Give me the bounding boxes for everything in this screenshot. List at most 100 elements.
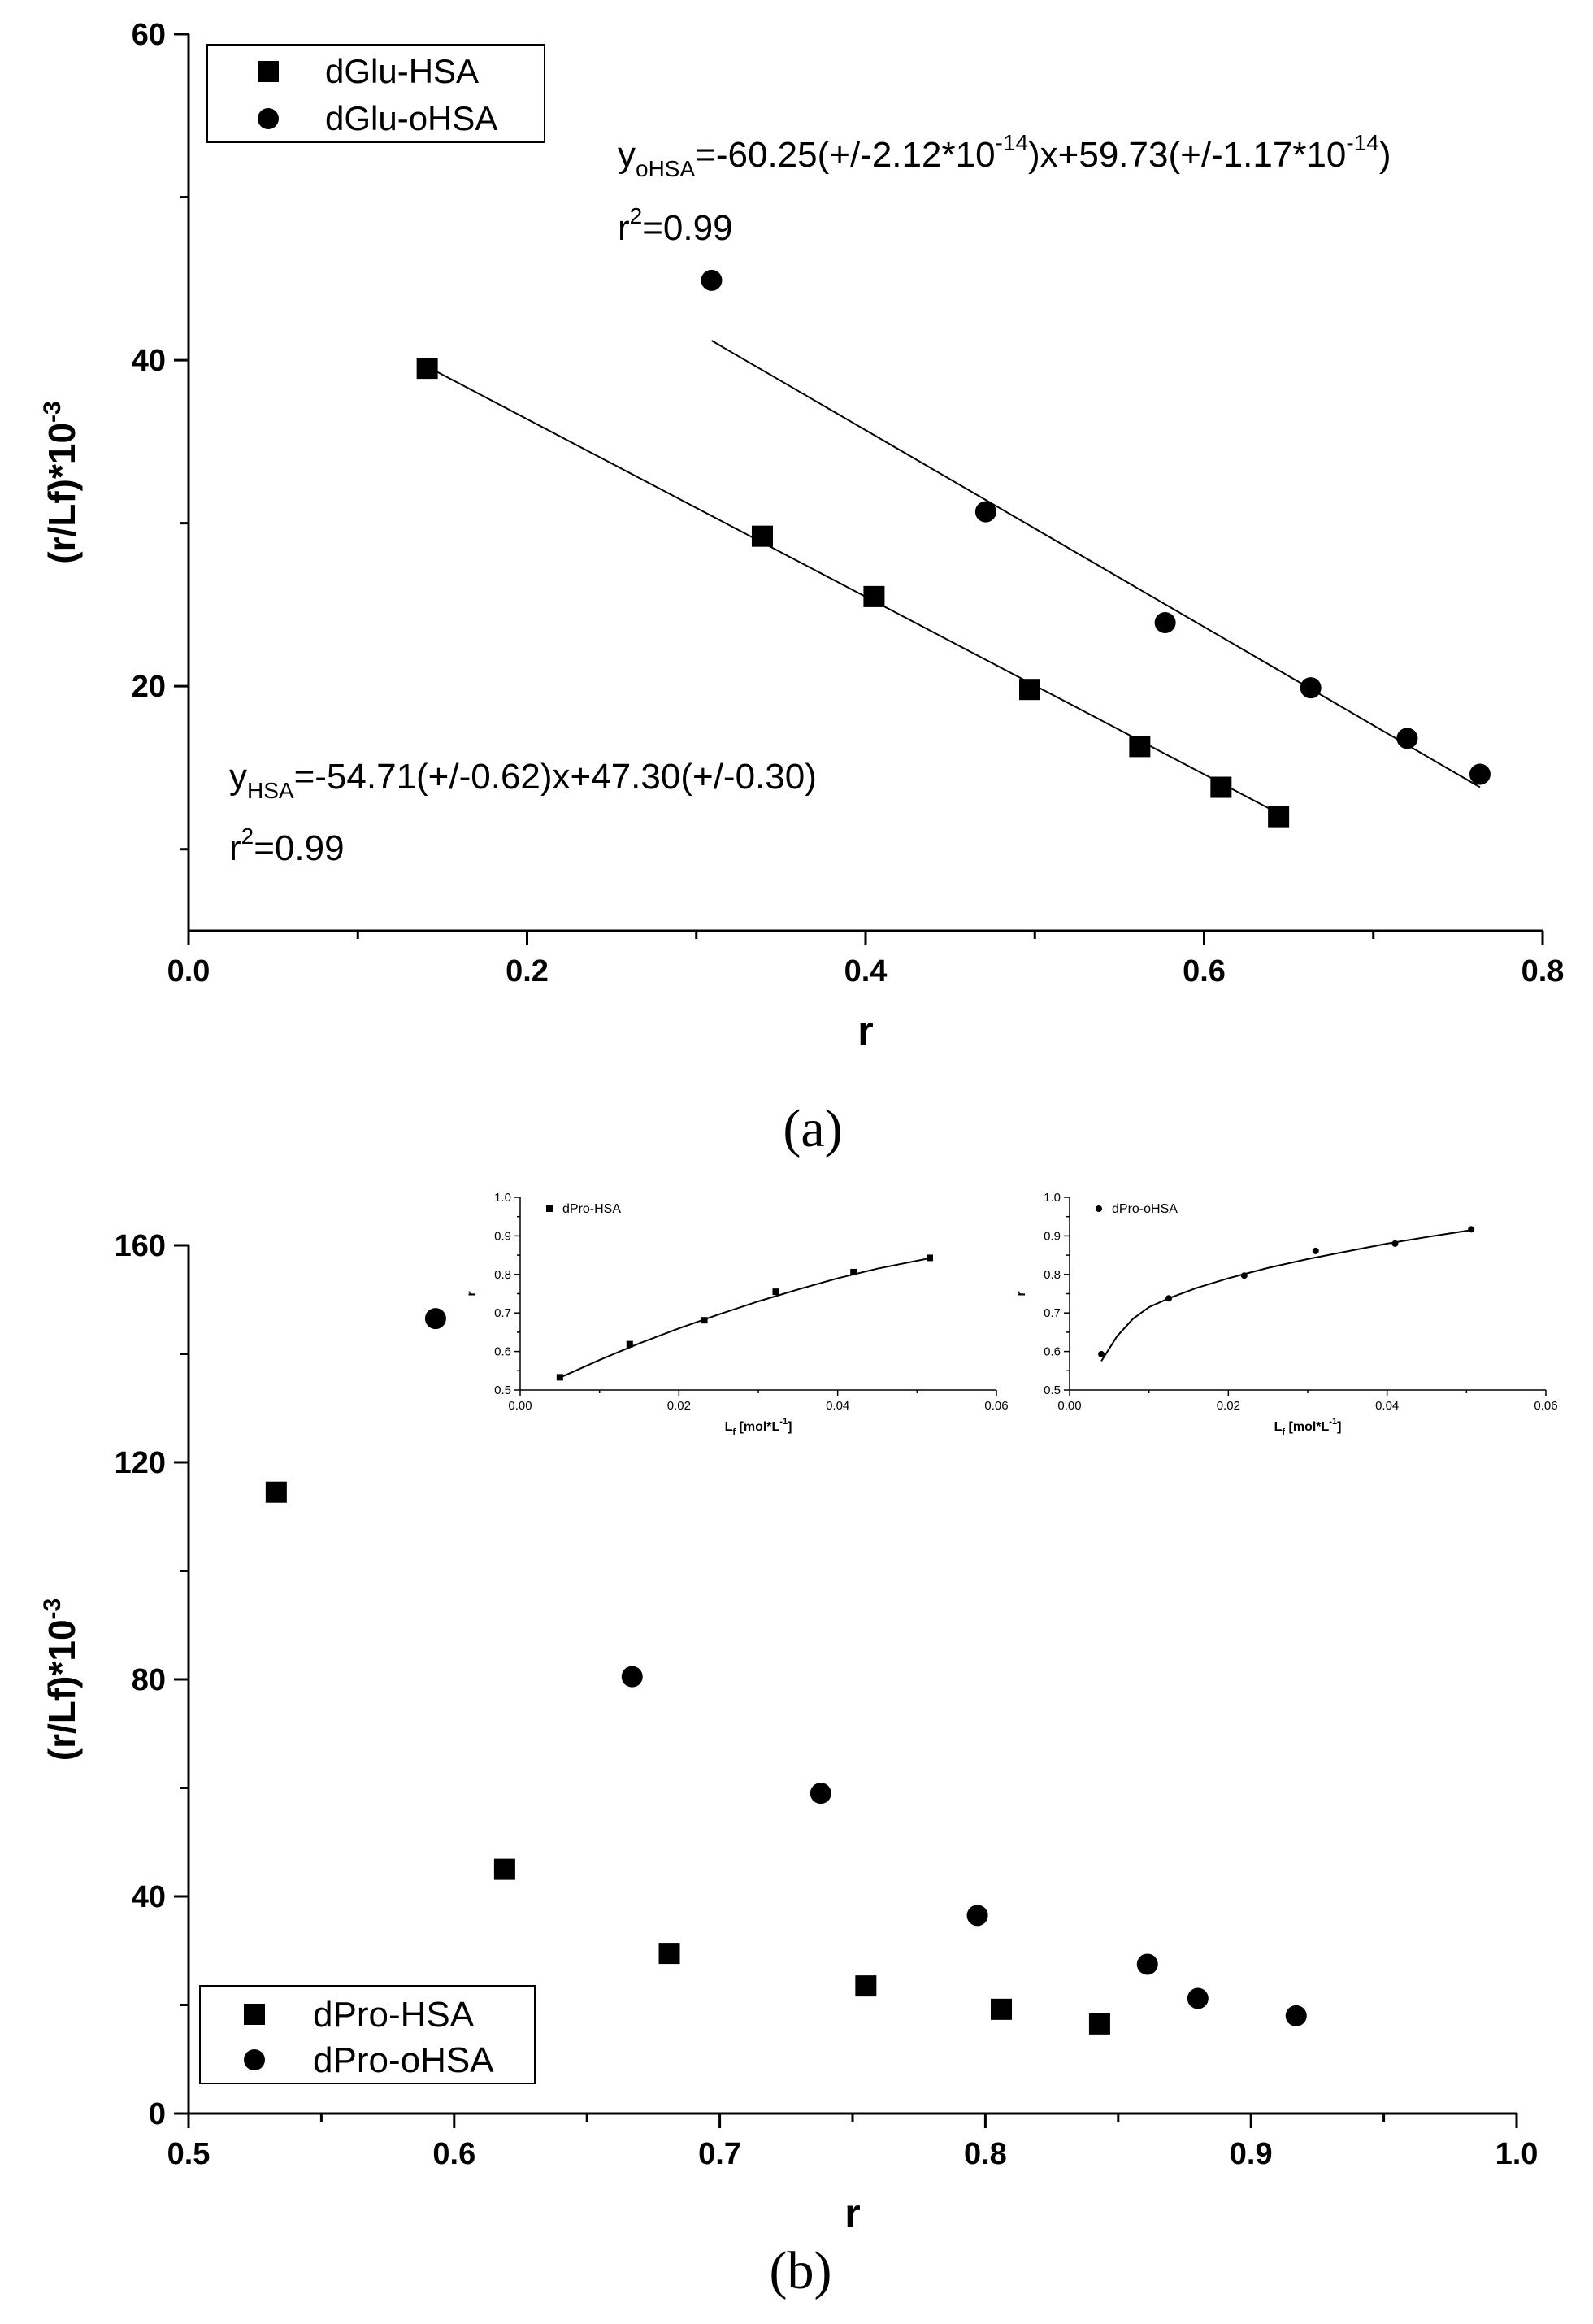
inset-data-point <box>701 1317 708 1324</box>
legend-label: dPro-oHSA <box>313 2040 494 2080</box>
inset-data-point <box>926 1254 933 1262</box>
data-point <box>1187 1987 1209 2009</box>
inset-b2: 0.00 0.02 0.04 0.06 0.5 0.6 0.7 0.8 0.9 1.0 Lf [mo… <box>1014 1191 1558 1437</box>
inset-x-axis-title: Lf [mol*L-1] <box>725 1417 792 1437</box>
inset-y-axis-title: r <box>465 1291 479 1296</box>
data-point <box>658 1943 680 1965</box>
y-tick-label: 20 <box>132 670 166 704</box>
data-point <box>1300 677 1322 699</box>
data-point <box>493 1858 515 1880</box>
annotations: yoHSA=-60.25(+/-2.12*10-14)x+59.73(+/-1.… <box>229 130 1391 868</box>
inset-y-tick-label: 0.8 <box>494 1268 511 1282</box>
inset-y-tick-label: 1.0 <box>494 1191 511 1205</box>
x-tick-label: 0.5 <box>167 2137 211 2171</box>
inset-y-tick-label: 0.6 <box>494 1345 511 1359</box>
x-tick-label: 0.4 <box>844 954 888 988</box>
data-point <box>1469 763 1491 785</box>
data-point <box>751 525 773 547</box>
data-point <box>1154 611 1176 633</box>
ohsa-r2: r2=0.99 <box>618 203 733 248</box>
inset-fit-curve <box>559 1257 931 1379</box>
inset-y-tick-label: 0.5 <box>494 1384 511 1397</box>
data-point <box>1285 2005 1307 2026</box>
y-tick-label: 60 <box>132 18 166 52</box>
inset-legend-label: dPro-HSA <box>562 1202 621 1216</box>
hsa-equation: yHSA=-54.71(+/-0.62)x+47.30(+/-0.30) <box>229 757 817 803</box>
fit-line <box>427 366 1279 814</box>
y-tick-label: 80 <box>132 1663 166 1697</box>
inset-y-tick-label: 1.0 <box>1044 1191 1061 1205</box>
x-tick-label: 0.2 <box>506 954 549 988</box>
data-point <box>621 1666 643 1688</box>
panel-label: (b) <box>770 2241 832 2300</box>
inset-data-point <box>1165 1295 1173 1302</box>
inset-legend-label: dPro-oHSA <box>1112 1202 1178 1216</box>
x-tick-label: 1.0 <box>1495 2137 1539 2171</box>
y-tick-label: 160 <box>115 1229 166 1263</box>
x-tick-label: 0.8 <box>1521 954 1565 988</box>
inset-y-tick-label: 0.9 <box>1044 1229 1061 1243</box>
y-axis-title: (r/Lf)*10-3 <box>39 1598 83 1761</box>
x-tick-label: 0.0 <box>167 954 211 988</box>
inset-b1: 0.00 0.02 0.04 0.06 0.5 0.6 0.7 0.8 0.9 1.0 Lf [mo… <box>465 1191 1009 1437</box>
inset-y-tick-label: 0.6 <box>1044 1345 1061 1359</box>
inset-data-point <box>1240 1272 1248 1279</box>
inset-x-tick-label: 0.00 <box>1057 1399 1081 1413</box>
inset-x-tick-label: 0.00 <box>508 1399 532 1413</box>
inset-x-tick-label: 0.06 <box>984 1399 1008 1413</box>
data-point <box>855 1975 877 1997</box>
y-axis-title: (r/Lf)*10-3 <box>39 401 83 564</box>
data-point <box>424 1308 446 1330</box>
x-tick-label: 0.6 <box>432 2137 475 2171</box>
inset-data-point <box>626 1340 633 1348</box>
legend-label: dPro-HSA <box>313 1995 475 2035</box>
inset-data-point <box>1312 1247 1319 1254</box>
inset-fit-curve <box>1100 1229 1472 1362</box>
hsa-r2: r2=0.99 <box>229 823 345 868</box>
x-tick-label: 0.6 <box>1183 954 1226 988</box>
inset-data-point <box>1098 1350 1105 1357</box>
data-point <box>1136 1953 1158 1975</box>
x-axis-title: r <box>857 1008 873 1053</box>
inset-y-tick-label: 0.7 <box>1044 1306 1061 1320</box>
inset-x-tick-label: 0.04 <box>826 1399 849 1413</box>
data-point <box>1019 679 1041 701</box>
fit-line <box>710 340 1481 788</box>
x-tick-label: 0.8 <box>964 2137 1007 2171</box>
data-point <box>416 358 438 380</box>
inset-x-tick-label: 0.06 <box>1534 1399 1557 1413</box>
legend-marker <box>258 108 279 129</box>
legend-marker <box>244 2004 265 2025</box>
inset-y-tick-label: 0.9 <box>494 1229 511 1243</box>
y-tick-label: 40 <box>132 344 166 378</box>
x-tick-label: 0.7 <box>698 2137 741 2171</box>
inset-legend-marker <box>1096 1205 1102 1212</box>
data-point <box>810 1783 831 1805</box>
legend: dPro-HSA dPro-oHSA <box>199 1985 536 2084</box>
inset-y-axis-title: r <box>1014 1291 1028 1296</box>
data-point <box>1268 806 1290 828</box>
inset-y-tick-label: 0.8 <box>1044 1268 1061 1282</box>
inset-x-tick-label: 0.04 <box>1375 1399 1399 1413</box>
legend-box <box>199 1985 536 2084</box>
chart-a: 0.0 0.2 0.4 0.6 0.8 20 40 60 r (r/Lf)*10-3 (a) dGlu… <box>39 18 1564 1158</box>
y-tick-label: 0 <box>149 2097 166 2131</box>
data-point <box>991 1998 1013 2020</box>
data-point <box>863 585 885 607</box>
ohsa-equation: yoHSA=-60.25(+/-2.12*10-14)x+59.73(+/-1.… <box>618 130 1391 181</box>
legend-marker <box>258 61 279 82</box>
legend-label: dGlu-oHSA <box>325 99 497 137</box>
y-tick-label: 40 <box>132 1880 166 1914</box>
data-point <box>974 501 996 523</box>
inset-y-tick-label: 0.5 <box>1044 1384 1061 1397</box>
y-tick-label: 120 <box>115 1446 166 1480</box>
inset-data-point <box>1391 1240 1399 1247</box>
x-tick-label: 0.9 <box>1230 2137 1273 2171</box>
data-point <box>1210 776 1232 798</box>
legend: dGlu-HSA dGlu-oHSA <box>206 44 545 143</box>
data-point <box>1396 728 1418 749</box>
data-point <box>265 1481 287 1503</box>
chart-b: 0.5 0.6 0.7 0.8 0.9 1.0 0 40 80 120 160 r (r/Lf)*10-… <box>39 1191 1558 2300</box>
legend-label: dGlu-HSA <box>325 52 479 90</box>
